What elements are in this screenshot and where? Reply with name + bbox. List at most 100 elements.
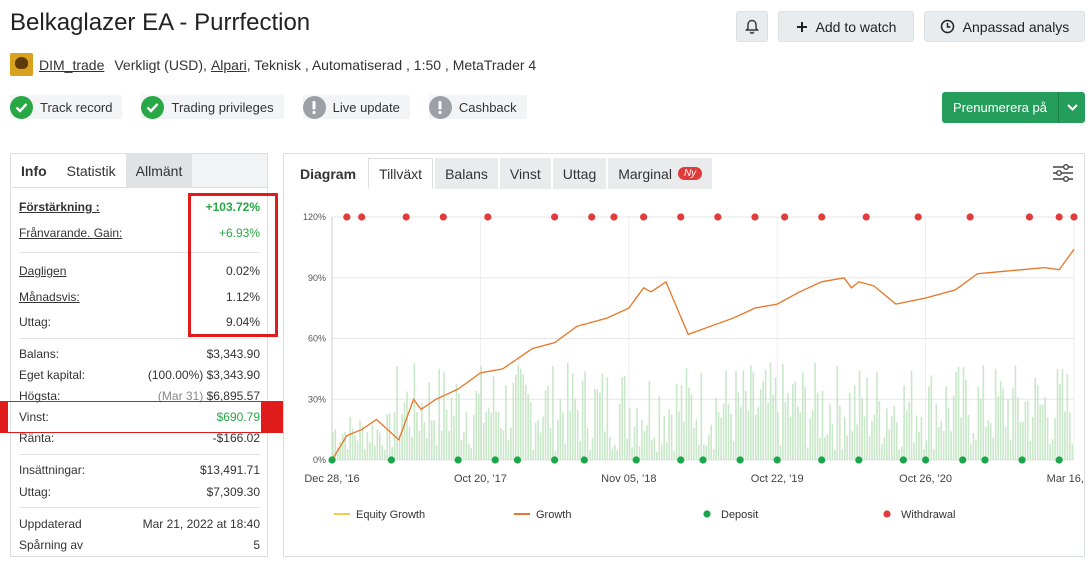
activity-bar <box>470 447 473 460</box>
activity-bar <box>440 430 443 460</box>
check-icon <box>10 95 33 119</box>
badge-live-update[interactable]: Live update <box>302 95 410 119</box>
activity-bar <box>485 412 487 460</box>
activity-bar <box>715 397 717 460</box>
badge-trading-privileges[interactable]: Trading privileges <box>141 95 284 119</box>
activity-bar <box>643 431 646 460</box>
deposit-point <box>773 456 781 464</box>
stat-value: $13,491.71 <box>199 463 260 477</box>
activity-bar <box>408 426 411 460</box>
chart-settings-button[interactable] <box>1052 163 1074 186</box>
add-to-watch-button[interactable]: Add to watch <box>778 11 914 42</box>
tab-tillvaxt[interactable]: Tillväxt <box>368 158 434 189</box>
activity-bar <box>673 451 675 460</box>
activity-bar <box>351 428 354 460</box>
activity-bar <box>836 365 839 460</box>
tab-allmant[interactable]: Allmänt <box>125 154 193 187</box>
activity-bar <box>745 390 747 460</box>
activity-bar <box>586 428 589 460</box>
badge-cashback[interactable]: Cashback <box>428 95 527 119</box>
stat-label[interactable]: Månadsvis: <box>19 290 80 304</box>
activity-bar <box>989 423 992 460</box>
activity-bar <box>759 388 762 460</box>
activity-bar <box>967 414 970 460</box>
activity-bar <box>1061 368 1064 460</box>
activity-bar <box>789 416 792 460</box>
broker-link[interactable]: Alpari <box>210 56 247 73</box>
activity-bar <box>359 420 361 460</box>
activity-bar <box>821 391 824 460</box>
stat-label: Vinst: <box>19 410 49 424</box>
activity-bar <box>863 416 866 460</box>
activity-bar <box>752 372 755 460</box>
highlight-marker-right <box>261 402 284 432</box>
activity-bar <box>633 426 636 460</box>
activity-bar <box>900 446 903 460</box>
activity-bar <box>1054 418 1056 460</box>
activity-bar <box>816 392 819 460</box>
badge-label: Live update <box>332 99 400 115</box>
stat-percent: (100.00%) <box>147 368 204 382</box>
notification-bell-button[interactable] <box>736 11 768 42</box>
tab-marginal[interactable]: Marginal Ny <box>608 158 713 189</box>
tab-vinst[interactable]: Vinst <box>499 158 551 189</box>
activity-bar <box>913 442 915 460</box>
subscribe-button[interactable]: Prenumerera på <box>942 92 1085 123</box>
deposit-point <box>632 456 640 464</box>
activity-bar <box>403 402 406 460</box>
legend-item: Deposit <box>703 509 758 521</box>
activity-bar <box>396 365 398 460</box>
activity-bar <box>843 416 846 460</box>
activity-bar <box>801 372 804 460</box>
activity-bar <box>886 408 888 460</box>
activity-bar <box>482 422 485 460</box>
activity-bar <box>866 377 868 460</box>
x-tick-label: Nov 05, '18 <box>601 473 656 485</box>
activity-bar <box>497 412 500 460</box>
subscribe-label[interactable]: Prenumerera på <box>953 100 1047 115</box>
stat-label[interactable]: Dagligen <box>19 264 67 278</box>
activity-bar <box>685 368 688 460</box>
activity-bar <box>542 416 544 460</box>
subscribe-dropdown[interactable] <box>1058 92 1085 123</box>
activity-bar <box>1007 399 1009 460</box>
activity-bar <box>871 421 873 460</box>
activity-bar <box>569 410 572 460</box>
stat-label[interactable]: Frånvarande. Gain: <box>19 226 123 240</box>
badge-track-record[interactable]: Track record <box>10 95 123 119</box>
activity-bar <box>646 425 648 460</box>
activity-bar <box>611 448 614 460</box>
activity-bar <box>965 379 967 460</box>
avatar[interactable] <box>10 53 33 76</box>
activity-bar <box>799 412 802 460</box>
tab-statistik[interactable]: Statistik <box>56 154 126 187</box>
tab-info[interactable]: Info <box>11 154 57 187</box>
stat-label: Eget kapital: <box>19 368 86 382</box>
stat-label[interactable]: Förstärkning : <box>19 200 100 214</box>
activity-bar <box>418 431 421 460</box>
activity-bar <box>1066 374 1069 460</box>
activity-bar <box>829 404 831 460</box>
activity-bar <box>334 429 337 460</box>
custom-analysis-button[interactable]: Anpassad analys <box>924 11 1085 42</box>
deposit-point <box>580 456 588 464</box>
activity-bar <box>888 429 891 460</box>
tab-diagram[interactable]: Diagram <box>290 158 367 189</box>
activity-bar <box>846 435 849 460</box>
activity-bar <box>383 449 386 460</box>
highlight-marker-left <box>0 402 8 432</box>
activity-bar <box>423 422 426 460</box>
withdrawal-point <box>358 213 366 221</box>
activity-bar <box>710 424 713 460</box>
activity-bar <box>848 392 851 460</box>
activity-bar <box>391 447 393 460</box>
tab-balans[interactable]: Balans <box>435 158 498 189</box>
user-link[interactable]: DIM_trade <box>39 56 105 73</box>
activity-bar <box>737 392 740 460</box>
activity-bar <box>596 389 599 460</box>
activity-bar <box>920 416 923 460</box>
custom-analysis-label: Anpassad analys <box>962 18 1070 35</box>
stat-value: $3,343.90 <box>206 347 260 361</box>
activity-bar <box>566 362 569 460</box>
tab-uttag[interactable]: Uttag <box>552 158 607 189</box>
